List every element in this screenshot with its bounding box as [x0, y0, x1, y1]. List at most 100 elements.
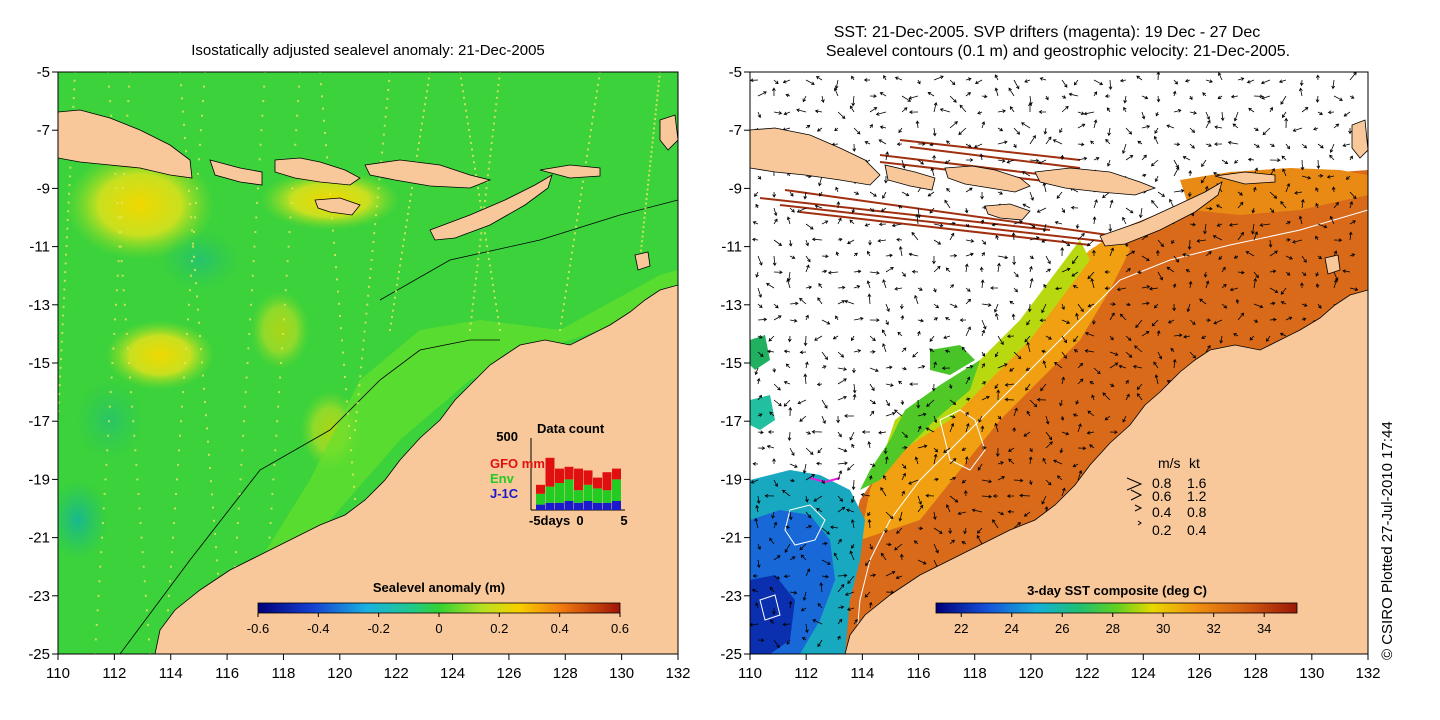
velocity-arrow [867, 518, 872, 529]
inset-bar-env [602, 490, 612, 503]
velocity-arrow [997, 158, 1006, 163]
velocity-arrow [789, 255, 796, 259]
track-dot [348, 424, 350, 427]
velocity-arrow [869, 383, 875, 392]
track-dot [173, 522, 175, 525]
velocity-arrow [965, 364, 974, 369]
velocity-arrow [1061, 105, 1069, 113]
track-dot [497, 83, 500, 86]
velocity-arrow [1042, 223, 1047, 233]
track-dot [489, 264, 491, 267]
velocity-legend-kt: 1.2 [1187, 488, 1207, 504]
velocity-arrow [1183, 334, 1191, 339]
track-dot [258, 158, 261, 161]
track-dot [250, 303, 252, 306]
velocity-arrow [757, 446, 766, 451]
velocity-arrow [1317, 173, 1324, 178]
velocity-arrow [1300, 282, 1304, 289]
velocity-arrow [756, 559, 761, 569]
velocity-arrow [1203, 271, 1208, 278]
track-dot [656, 99, 658, 102]
x-tick-label: 132 [1355, 665, 1380, 682]
velocity-arrow [1184, 78, 1191, 83]
track-dot [196, 187, 198, 190]
velocity-arrow [1157, 271, 1163, 281]
track-dot [116, 201, 119, 204]
track-dot [62, 314, 65, 317]
velocity-arrow [816, 382, 823, 387]
velocity-arrow [773, 399, 782, 407]
track-dot [59, 366, 62, 369]
velocity-arrow [1187, 191, 1192, 198]
velocity-arrow [898, 245, 903, 257]
track-dot [480, 232, 483, 235]
track-dot [335, 266, 337, 269]
track-dot [380, 160, 383, 163]
velocity-arrow [1218, 255, 1223, 260]
track-dot [578, 206, 580, 209]
velocity-arrow [1329, 154, 1335, 161]
sumba [984, 203, 1031, 221]
velocity-arrow [901, 472, 906, 481]
track-dot [109, 391, 112, 394]
track-dot [132, 420, 135, 423]
velocity-arrow [1166, 124, 1175, 129]
velocity-arrow [965, 77, 972, 82]
velocity-arrow [1333, 238, 1343, 243]
velocity-arrow [1317, 303, 1322, 309]
left-map [58, 72, 678, 654]
velocity-arrow [1173, 142, 1181, 147]
velocity-arrow [977, 527, 983, 534]
velocity-arrow [917, 364, 926, 369]
velocity-arrow [1056, 475, 1063, 481]
track-dot [485, 187, 488, 190]
velocity-arrow [1315, 235, 1319, 241]
track-dot [58, 384, 61, 387]
land [750, 119, 1368, 654]
track-dot [469, 329, 471, 331]
velocity-arrow [1061, 376, 1065, 385]
velocity-arrow [819, 191, 823, 197]
velocity-arrow [997, 335, 1004, 346]
velocity-arrow [961, 479, 967, 484]
velocity-arrow [1245, 251, 1255, 257]
velocity-arrow [752, 221, 759, 225]
velocity-arrow [965, 239, 975, 243]
track-dot [372, 241, 375, 244]
velocity-arrow-icon [1126, 477, 1143, 491]
track-dot [469, 135, 471, 138]
track-dot [353, 485, 355, 488]
velocity-arrow [1077, 446, 1087, 451]
velocity-arrow [901, 431, 908, 438]
velocity-arrow [1037, 159, 1047, 165]
velocity-arrow [755, 602, 759, 609]
velocity-arrow [933, 265, 941, 273]
velocity-arrow [1300, 198, 1305, 209]
track-dot [199, 335, 201, 337]
velocity-arrow [1077, 470, 1083, 481]
y-tick-label: -13 [720, 297, 742, 314]
velocity-arrow [1172, 358, 1177, 369]
velocity-arrow [844, 299, 855, 305]
track-dot [398, 270, 400, 273]
velocity-arrow [1233, 333, 1239, 337]
velocity-arrow [1106, 159, 1111, 167]
track-dot [650, 150, 653, 153]
velocity-arrow [1212, 235, 1223, 241]
track-dot [641, 235, 644, 238]
velocity-arrow [1214, 125, 1223, 130]
velocity-arrow [1029, 191, 1034, 201]
velocity-arrow [869, 270, 880, 275]
track-dot [194, 269, 196, 271]
track-dot [262, 100, 265, 103]
velocity-arrow [846, 607, 855, 611]
track-dot [573, 238, 575, 241]
track-dot [382, 142, 384, 145]
velocity-arrow [963, 490, 968, 497]
track-dot [62, 305, 65, 308]
track-dot [411, 187, 413, 190]
velocity-arrow [1173, 333, 1183, 338]
velocity-arrow [1269, 143, 1275, 147]
velocity-arrow [1109, 247, 1114, 257]
velocity-arrow [1059, 127, 1063, 134]
